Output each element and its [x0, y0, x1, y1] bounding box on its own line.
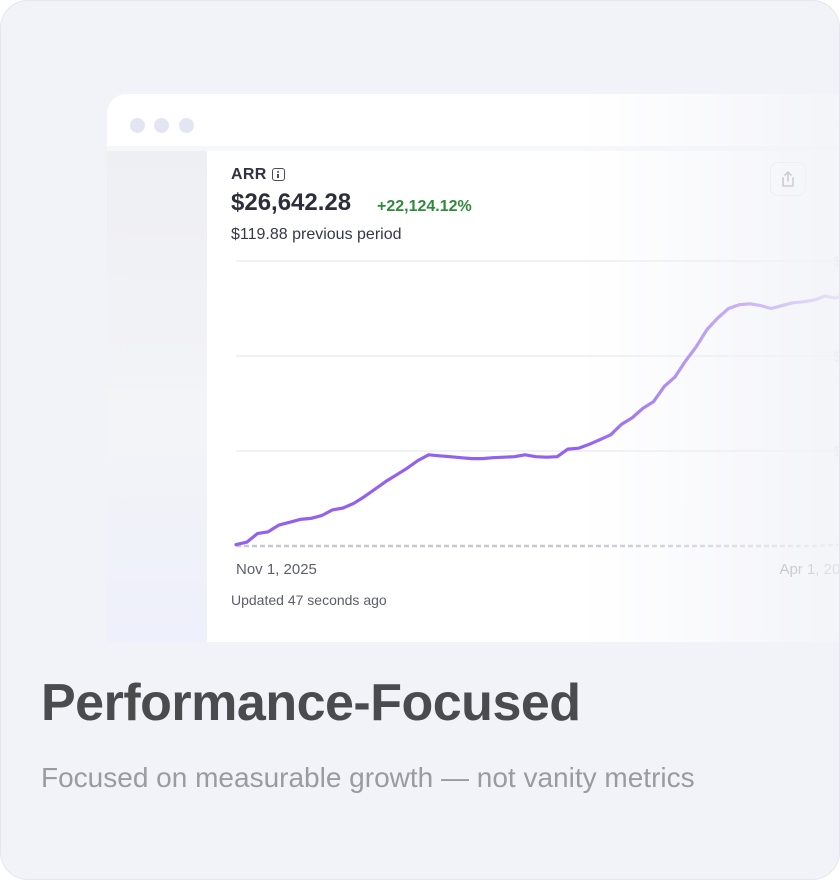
- metric-value: $26,642.28: [231, 189, 352, 216]
- feature-subhead: Focused on measurable growth — not vanit…: [41, 762, 695, 793]
- window-dot: [154, 118, 169, 133]
- y-tick-label: $10K: [833, 443, 840, 459]
- sidebar: [107, 151, 207, 642]
- metric-change: +22,124.12%: [377, 198, 472, 215]
- y-tick-label: $30K: [833, 253, 840, 269]
- updated-timestamp: Updated 47 seconds ago: [231, 592, 387, 608]
- metric-label: ARR: [231, 166, 267, 183]
- share-button[interactable]: [770, 162, 806, 196]
- share-icon: [782, 171, 794, 187]
- previous-period-text: $119.88 previous period: [231, 226, 402, 243]
- titlebar-divider: [107, 146, 839, 151]
- window-dot: [179, 118, 194, 133]
- window-titlebar: [107, 94, 839, 150]
- x-axis-end-label: Apr 1, 2026: [779, 561, 840, 578]
- y-tick-label: $20K: [833, 348, 840, 364]
- x-axis-start-label: Nov 1, 2025: [236, 561, 317, 578]
- feature-headline: Performance-Focused: [41, 674, 581, 732]
- arr-series-line: [234, 294, 839, 547]
- window-dot: [130, 118, 145, 133]
- info-icon[interactable]: [272, 168, 285, 181]
- metric-panel: ARR $26,642.28 +22,124.12% $119.88 previ…: [207, 151, 840, 642]
- dashboard-window: ARR $26,642.28 +22,124.12% $119.88 previ…: [107, 94, 840, 642]
- previous-period-line: [236, 543, 839, 548]
